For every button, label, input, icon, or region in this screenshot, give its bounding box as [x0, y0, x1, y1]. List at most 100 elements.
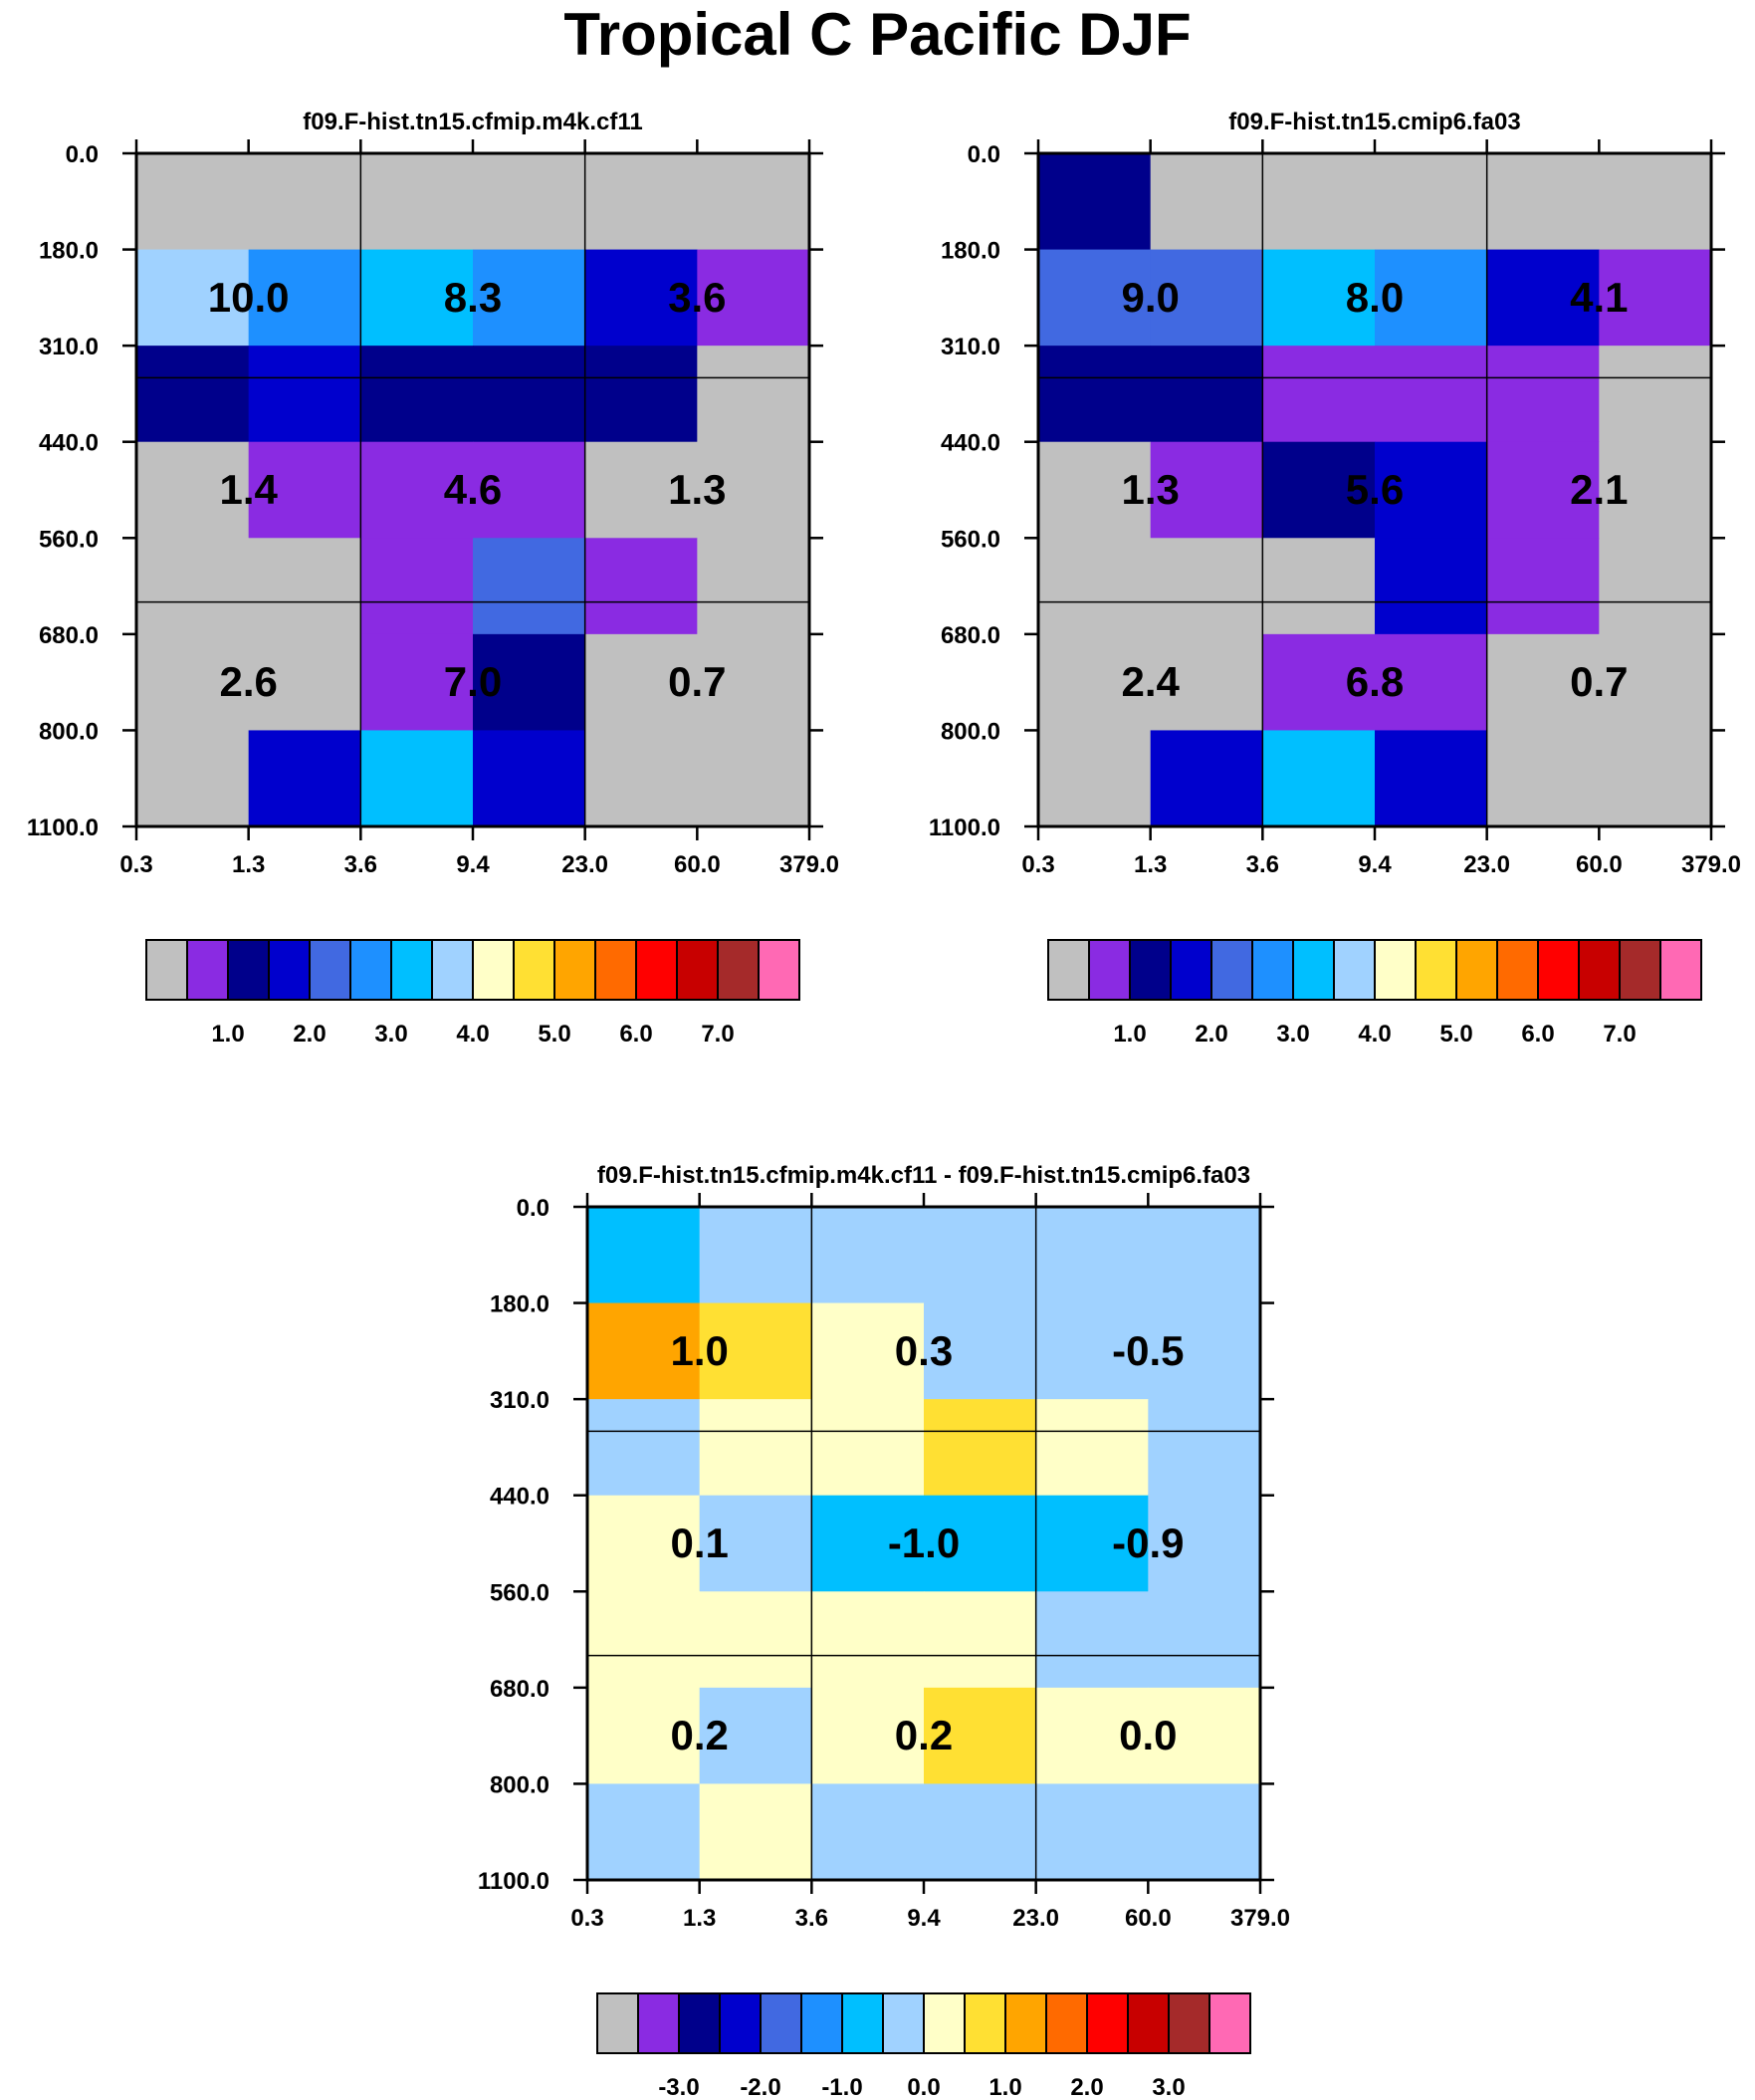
heatmap-cell [1150, 346, 1263, 443]
heatmap-cell [1375, 538, 1488, 635]
heatmap-cell [1035, 1687, 1149, 1784]
heatmap-cell [697, 153, 810, 251]
x-tick-label: 379.0 [779, 851, 839, 878]
heatmap-cell [924, 1302, 1037, 1400]
colorbar-box [349, 939, 392, 1001]
heatmap-cell [699, 1207, 812, 1304]
cell-value-label: 0.7 [1570, 658, 1628, 705]
y-tick-label: 800.0 [490, 1771, 549, 1798]
heatmap-cell [811, 1207, 925, 1304]
heatmap-cell [699, 1783, 812, 1881]
heatmap-cell [697, 441, 810, 539]
x-tick-label: 23.0 [1012, 1905, 1059, 1932]
heatmap-cell [1038, 538, 1152, 635]
heatmap-cell [473, 153, 586, 251]
heatmap-cell [1038, 730, 1152, 827]
heatmap-cell [1599, 730, 1712, 827]
heatmap-cell [1262, 633, 1376, 731]
heatmap-cell [1035, 1399, 1149, 1497]
colorbar-box [594, 939, 637, 1001]
cell-value-label: 0.2 [895, 1712, 953, 1758]
heatmap-cell [473, 633, 586, 731]
cell-value-label: 0.2 [670, 1712, 728, 1758]
x-tick-label: 0.3 [119, 851, 152, 878]
heatmap-cell [1148, 1302, 1261, 1400]
y-tick-label: 560.0 [39, 526, 99, 553]
heatmap-cell [473, 249, 586, 347]
x-tick-label: 23.0 [1463, 851, 1510, 878]
y-tick-label: 180.0 [490, 1291, 549, 1318]
chart-panel-model-fa03: f09.F-hist.tn15.cmip6.fa03 0.3 1.3 3.6 9.4 23… [929, 109, 1741, 1048]
cell-value-label: 2.6 [219, 658, 277, 705]
x-tick-label: 379.0 [1681, 851, 1741, 878]
heatmap-cell [697, 249, 810, 347]
heatmap-cell [924, 1687, 1037, 1784]
heatmap-cell [1599, 538, 1712, 635]
heatmap-cell [1035, 1495, 1149, 1592]
heatmap-cell [699, 1399, 812, 1497]
cell-value-label: 0.0 [1119, 1712, 1177, 1758]
x-tick-label: 3.6 [795, 1905, 828, 1932]
colorbar-box [227, 939, 270, 1001]
chart-panel-difference: f09.F-hist.tn15.cfmip.m4k.cf11 - f09.F-h… [478, 1162, 1290, 2100]
colorbar-tick-label: 6.0 [619, 1021, 652, 1048]
heatmap-cell [1599, 633, 1712, 731]
heatmap-cell [473, 441, 586, 539]
colorbar-tick-label: -2.0 [740, 2074, 780, 2100]
heatmap-cell [699, 1495, 812, 1592]
heatmap-cell [1148, 1207, 1261, 1304]
heatmap-cell [587, 1687, 701, 1784]
heatmap-cell [1262, 346, 1376, 443]
y-tick-label: 800.0 [941, 718, 1000, 745]
heatmap-cell [136, 346, 250, 443]
x-tick-label: 23.0 [561, 851, 608, 878]
heatmap-cell [473, 346, 586, 443]
x-tick-label: 3.6 [1246, 851, 1279, 878]
heatmap-cell [1148, 1591, 1261, 1689]
heatmap-cell [1262, 441, 1376, 539]
colorbar-box [145, 939, 188, 1001]
y-tick-label: 0.0 [517, 1195, 549, 1222]
x-tick-label: 9.4 [907, 1905, 941, 1932]
cell-value-label: -0.5 [1112, 1327, 1184, 1374]
colorbar-tick-label: 7.0 [1603, 1021, 1636, 1048]
heatmap-cell [924, 1495, 1037, 1592]
page-title: Tropical C Pacific DJF [563, 1, 1192, 68]
heatmap-cell [136, 633, 250, 731]
heatmap-cell [1599, 441, 1712, 539]
cell-value-label: 2.1 [1570, 466, 1628, 513]
colorbar-tick-label: -1.0 [821, 2074, 862, 2100]
heatmap-cell [1375, 730, 1488, 827]
colorbar-box [635, 939, 678, 1001]
colorbar-tick-label: 4.0 [456, 1021, 489, 1048]
colorbar-box [1047, 939, 1090, 1001]
colorbar-box [676, 939, 719, 1001]
heatmap-cell [136, 249, 250, 347]
colorbar-box [268, 939, 311, 1001]
heatmap-cell [1486, 346, 1600, 443]
heatmap-cell [1486, 249, 1600, 347]
colorbar-box [472, 939, 515, 1001]
panel-title: f09.F-hist.tn15.cfmip.m4k.cf11 - f09.F-h… [597, 1162, 1250, 1189]
heatmap-cell [587, 1302, 701, 1400]
colorbar-box [800, 1992, 843, 2054]
heatmap-cell [584, 346, 698, 443]
heatmap-cell [1599, 346, 1712, 443]
colorbar-box [1210, 939, 1253, 1001]
colorbar-box [1088, 939, 1131, 1001]
colorbar-box [964, 1992, 1006, 2054]
heatmap-cell [1038, 153, 1152, 251]
x-tick-label: 379.0 [1230, 1905, 1290, 1932]
heatmap-cell [473, 730, 586, 827]
heatmap-cell [1262, 249, 1376, 347]
y-tick-label: 310.0 [490, 1387, 549, 1414]
cell-value-label: 10.0 [208, 274, 290, 321]
colorbar-tick-label: 5.0 [538, 1021, 570, 1048]
heatmap-cell [1150, 153, 1263, 251]
panel-title: f09.F-hist.tn15.cfmip.m4k.cf11 [303, 109, 642, 135]
heatmap-cell [136, 153, 250, 251]
cell-value-label: 9.0 [1121, 274, 1179, 321]
heatmap-cell [1038, 346, 1152, 443]
x-tick-label: 3.6 [344, 851, 377, 878]
heatmap-cell [1038, 633, 1152, 731]
